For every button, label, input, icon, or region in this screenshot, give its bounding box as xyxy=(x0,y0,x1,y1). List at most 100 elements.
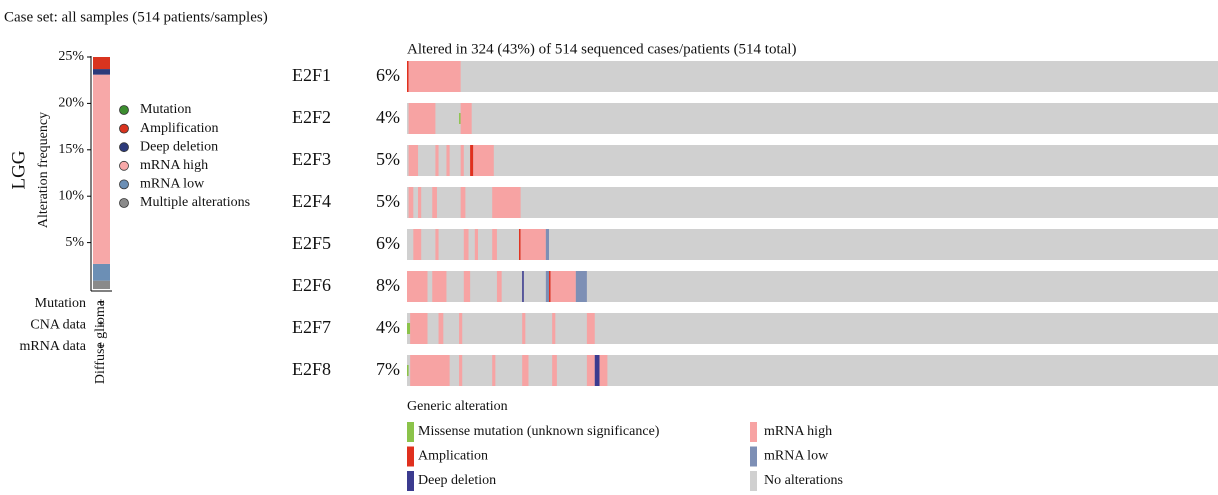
alteration xyxy=(410,355,450,386)
legend-label: No alterations xyxy=(764,473,843,488)
alteration xyxy=(496,271,502,302)
alteration xyxy=(418,187,422,218)
profile-label: Mutation xyxy=(35,296,86,311)
alteration xyxy=(407,323,411,334)
legend-swatch xyxy=(119,160,129,171)
legend-label: Amplification xyxy=(140,121,219,136)
percent-label: 4% xyxy=(376,317,400,337)
alteration xyxy=(459,355,463,386)
track-background xyxy=(407,103,1218,134)
alteration xyxy=(438,313,444,344)
alteration xyxy=(407,61,409,92)
percent-label: 8% xyxy=(376,275,400,295)
alteration xyxy=(435,145,439,176)
gene-label: E2F3 xyxy=(292,149,331,169)
alteration xyxy=(463,229,469,260)
gene-label: E2F5 xyxy=(292,233,331,253)
legend-title: Generic alteration xyxy=(407,399,508,414)
gene-label: E2F4 xyxy=(292,191,331,211)
alteration xyxy=(520,229,546,260)
oncoprint-title: Altered in 324 (43%) of 514 sequenced ca… xyxy=(407,41,796,57)
alteration xyxy=(552,313,556,344)
alteration xyxy=(408,103,436,134)
y-tick-label: 10% xyxy=(58,188,84,203)
legend-label: mRNA low xyxy=(764,449,829,464)
alteration xyxy=(407,365,409,376)
percent-label: 4% xyxy=(376,107,400,127)
alteration xyxy=(446,145,450,176)
cohort-label: LGG xyxy=(8,150,29,189)
legend-swatch xyxy=(119,105,129,115)
legend-swatch xyxy=(750,471,757,491)
legend-swatch xyxy=(750,422,757,442)
alteration xyxy=(586,313,595,344)
legend-swatch xyxy=(407,446,414,467)
alteration xyxy=(519,229,521,260)
alteration xyxy=(599,355,608,386)
track-background xyxy=(407,271,1218,302)
alteration xyxy=(545,229,550,260)
alteration xyxy=(545,271,550,302)
track-background xyxy=(407,313,1218,344)
alteration xyxy=(460,145,464,176)
alteration xyxy=(575,271,587,302)
alteration xyxy=(492,229,497,260)
alteration xyxy=(586,355,595,386)
gene-label: E2F7 xyxy=(292,317,331,337)
y-tick-label: 5% xyxy=(65,235,84,250)
profile-label: CNA data xyxy=(30,318,86,333)
gene-label: E2F2 xyxy=(292,107,331,127)
gene-label: E2F6 xyxy=(292,275,331,295)
profile-mark: + xyxy=(97,296,105,311)
x-tick-label: Diffuse glioma xyxy=(93,299,108,384)
profile-label: mRNA data xyxy=(20,339,87,354)
alteration xyxy=(460,187,466,218)
legend-label: mRNA high xyxy=(764,424,832,439)
profile-mark: + xyxy=(97,318,105,333)
alteration xyxy=(463,271,471,302)
y-tick-label: 20% xyxy=(58,96,84,111)
legend-label: mRNA low xyxy=(140,177,205,192)
bar-segment xyxy=(93,74,110,264)
alteration xyxy=(470,145,474,176)
legend-label: mRNA high xyxy=(140,158,208,173)
alteration xyxy=(459,313,463,344)
alteration xyxy=(522,271,524,302)
bar-segment xyxy=(93,280,110,289)
alteration xyxy=(460,103,472,134)
alteration xyxy=(473,145,494,176)
y-axis-label: Alteration frequency xyxy=(36,112,51,228)
gene-label: E2F1 xyxy=(292,65,331,85)
alteration xyxy=(550,271,576,302)
legend-swatch xyxy=(119,198,129,208)
track-background xyxy=(407,61,1218,92)
legend-swatch xyxy=(407,471,414,491)
track-background xyxy=(407,145,1218,176)
percent-label: 5% xyxy=(376,149,400,169)
alteration xyxy=(432,187,437,218)
gene-label: E2F8 xyxy=(292,359,331,379)
alteration xyxy=(522,313,526,344)
legend-label: Mutation xyxy=(140,102,191,117)
bar-segment xyxy=(93,69,110,75)
legend-swatch xyxy=(119,179,129,190)
alteration xyxy=(408,145,419,176)
alteration xyxy=(594,355,600,386)
alteration xyxy=(435,229,439,260)
percent-label: 5% xyxy=(376,191,400,211)
alteration xyxy=(474,229,479,260)
alteration xyxy=(408,61,461,92)
legend-swatch xyxy=(119,123,129,134)
track-background xyxy=(407,355,1218,386)
bar-segment xyxy=(93,57,110,70)
legend-label: Deep deletion xyxy=(140,139,218,154)
y-tick-label: 15% xyxy=(58,142,84,157)
legend-swatch xyxy=(750,446,757,467)
alteration xyxy=(432,271,447,302)
alteration xyxy=(413,229,422,260)
legend-swatch xyxy=(119,142,129,153)
alteration xyxy=(492,187,521,218)
alteration xyxy=(410,313,428,344)
